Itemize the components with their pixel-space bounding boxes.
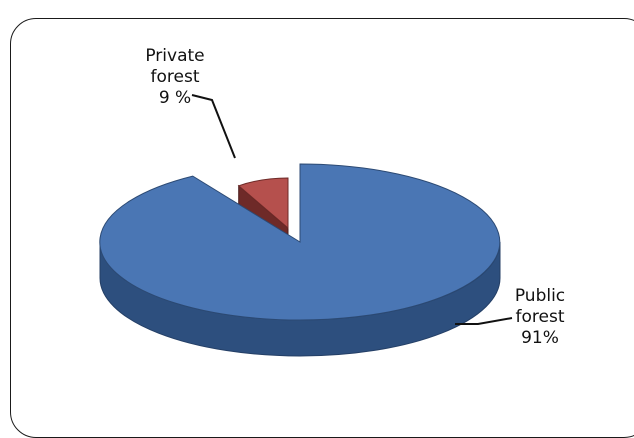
label-private-line-1: Private <box>145 46 205 66</box>
label-private-line-2: forest <box>150 67 200 87</box>
leader-line-private-forest <box>191 94 236 159</box>
leader-line-public-forest <box>455 317 513 325</box>
label-private-forest: Private forest 9 % <box>130 46 220 109</box>
label-public-line-3: 91% <box>521 328 559 348</box>
label-private-line-3: 9 % <box>158 88 192 108</box>
label-public-line-1: Public <box>514 286 566 306</box>
slice-public-forest <box>99 163 501 321</box>
slice-private-forest <box>237 177 289 230</box>
label-public-forest: Public forest 91% <box>500 286 580 349</box>
label-public-line-2: forest <box>515 307 565 327</box>
pie-chart <box>99 94 513 357</box>
